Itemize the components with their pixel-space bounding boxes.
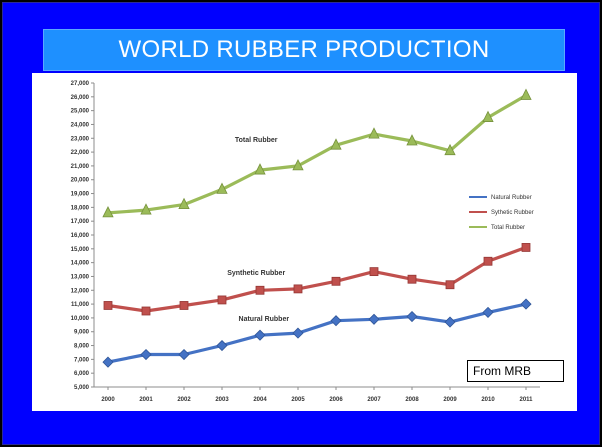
x-tick-label: 2003 [215, 397, 229, 403]
data-point [292, 159, 304, 171]
data-point [368, 127, 380, 139]
legend-label: Natural Rubber [491, 195, 532, 201]
data-point [254, 163, 266, 175]
x-tick-label: 2007 [367, 397, 381, 403]
data-point [407, 274, 417, 284]
data-point [482, 110, 494, 122]
x-tick-label: 2005 [291, 397, 305, 403]
series-annotation: Natural Rubber [239, 316, 290, 323]
data-point [255, 285, 265, 295]
y-tick-label: 25,000 [71, 109, 90, 115]
data-point [217, 295, 227, 305]
y-tick-label: 27,000 [71, 81, 90, 87]
data-point [445, 280, 455, 290]
y-tick-label: 15,000 [71, 247, 90, 253]
data-point [368, 313, 380, 325]
data-point [444, 316, 456, 328]
data-point [292, 327, 304, 339]
data-point [141, 306, 151, 316]
y-tick-label: 18,000 [71, 205, 90, 211]
data-point [178, 197, 190, 210]
y-tick-label: 8,000 [74, 344, 90, 350]
x-tick-label: 2010 [481, 397, 495, 403]
x-tick-label: 2002 [177, 397, 191, 403]
x-tick-label: 2001 [139, 397, 153, 403]
data-point [254, 329, 266, 341]
data-point [369, 267, 379, 277]
data-point [331, 276, 341, 286]
y-tick-label: 6,000 [74, 371, 90, 377]
series-line-1 [107, 245, 527, 313]
x-tick-label: 2011 [519, 397, 533, 403]
y-tick-label: 22,000 [71, 150, 90, 156]
data-point [483, 256, 493, 266]
data-point [330, 138, 342, 150]
y-tick-label: 14,000 [71, 261, 90, 267]
data-point [406, 134, 418, 146]
x-tick-label: 2000 [101, 397, 115, 403]
y-tick-label: 20,000 [71, 178, 90, 184]
data-point [140, 348, 152, 361]
y-tick-label: 24,000 [71, 122, 90, 128]
y-tick-label: 10,000 [71, 316, 90, 322]
x-tick-label: 2006 [329, 397, 343, 403]
legend-label: Total Rubber [491, 225, 525, 231]
data-point [520, 298, 532, 310]
data-point [520, 88, 532, 100]
data-point [102, 205, 114, 218]
data-point [103, 301, 113, 310]
data-point [406, 310, 418, 323]
series-annotation: Synthetic Rubber [227, 270, 285, 277]
x-tick-label: 2009 [443, 397, 457, 403]
x-tick-label: 2008 [405, 397, 419, 403]
source-note: From MRB [467, 360, 564, 382]
data-point [482, 306, 494, 318]
data-point [330, 315, 342, 327]
data-point [444, 143, 456, 156]
data-point [179, 301, 189, 310]
y-tick-label: 7,000 [74, 357, 90, 363]
data-point [102, 356, 114, 368]
series-line-2 [107, 94, 527, 215]
line-chart: 5,000 6,000 7,000 8,000 9,000 10,000 11,000 12,… [71, 81, 540, 403]
y-tick-label: 12,000 [71, 288, 90, 294]
data-point [216, 339, 228, 352]
x-tick-label: 2004 [253, 397, 267, 403]
y-tick-label: 21,000 [71, 164, 90, 170]
legend-label: Sythetic Rubber [491, 210, 534, 216]
data-point [293, 284, 303, 294]
y-tick-label: 19,000 [71, 192, 90, 198]
data-point [178, 348, 190, 361]
y-tick-label: 17,000 [71, 219, 90, 225]
y-tick-label: 16,000 [71, 233, 90, 239]
data-point [140, 203, 152, 215]
slide-title: WORLD RUBBER PRODUCTION [118, 36, 490, 63]
chart-panel: 5,000 6,000 7,000 8,000 9,000 10,000 11,000 12,… [32, 73, 577, 411]
y-tick-label: 23,000 [71, 136, 90, 142]
y-tick-label: 9,000 [74, 330, 90, 336]
y-tick-label: 11,000 [71, 302, 90, 308]
series-line-0 [107, 302, 527, 364]
y-tick-label: 13,000 [71, 274, 90, 280]
title-bar: WORLD RUBBER PRODUCTION [43, 29, 565, 71]
y-tick-label: 5,000 [74, 385, 90, 391]
data-point [216, 182, 228, 194]
data-point [521, 243, 531, 252]
series-annotation: Total Rubber [235, 137, 278, 144]
y-tick-label: 26,000 [71, 95, 90, 101]
